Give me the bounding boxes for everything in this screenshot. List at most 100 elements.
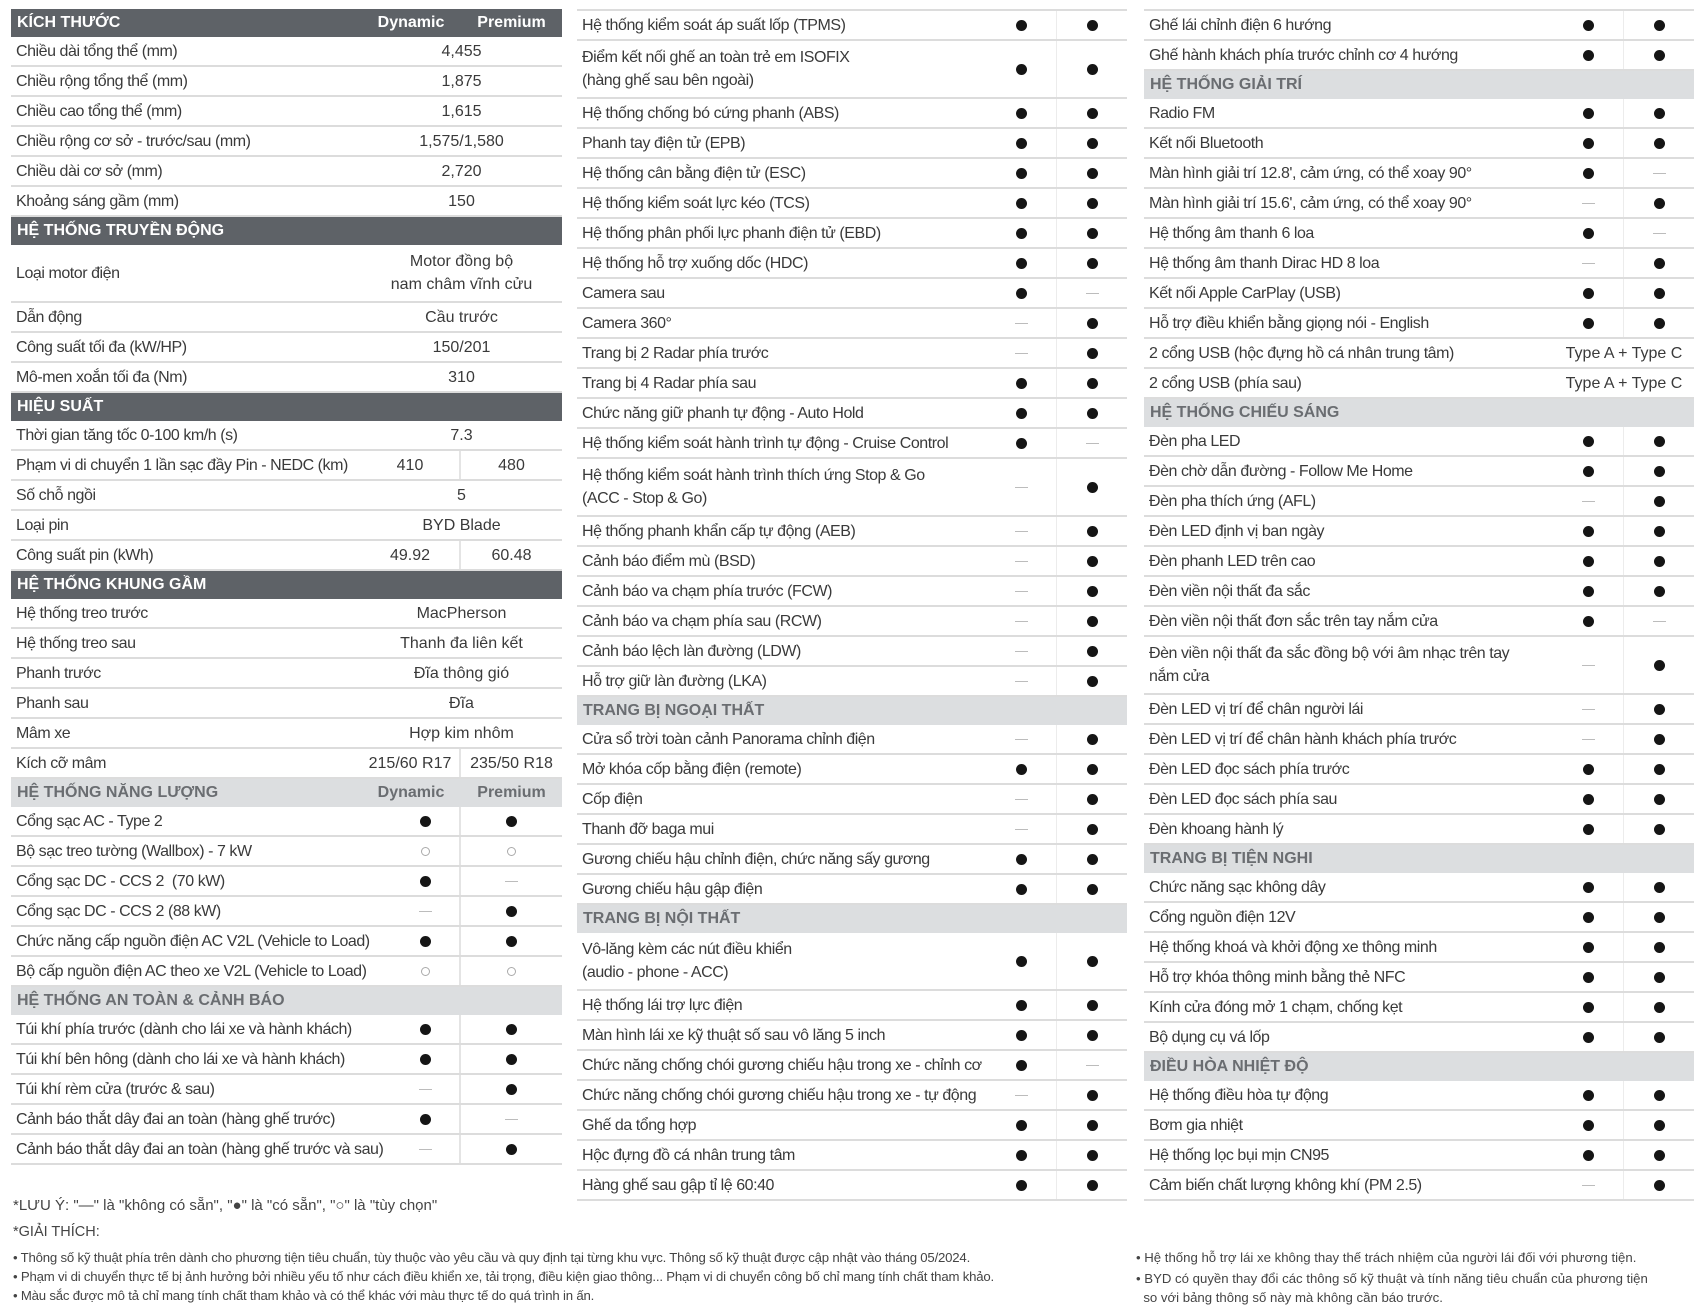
- spec-value-dynamic: [1554, 963, 1624, 991]
- filled-dot-icon: [1653, 465, 1665, 477]
- filled-dot-icon: [1086, 137, 1098, 149]
- spec-value-dynamic: [987, 637, 1057, 665]
- filled-dot-icon: [1653, 317, 1665, 329]
- filled-dot-icon: [1653, 137, 1665, 149]
- spec-value: 1,615: [441, 102, 482, 120]
- spec-value-premium: [1624, 963, 1694, 991]
- filled-dot-icon: [1086, 167, 1098, 179]
- spec-label: Khoảng sáng gầm (mm): [16, 192, 179, 210]
- filled-dot-icon: [1583, 49, 1594, 61]
- filled-dot-icon: [1653, 971, 1665, 983]
- spec-value-dynamic: [1554, 309, 1624, 337]
- section-title: TRANG BỊ NỘI THẤT: [583, 910, 741, 927]
- filled-dot-icon: [1653, 1119, 1665, 1131]
- spec-value-dynamic: [361, 1045, 461, 1073]
- filled-dot-icon: [506, 905, 517, 917]
- spec-row: Chiều cao tổng thể (mm) 1,615: [11, 97, 562, 127]
- filled-dot-icon: [1016, 287, 1027, 299]
- spec-label: Cảnh báo lệch làn đường (LDW): [582, 642, 801, 660]
- spec-row: Hệ thống treo trước MacPherson: [11, 599, 562, 629]
- spec-label: Hệ thống kiểm soát áp suất lốp (TPMS): [582, 16, 846, 34]
- spec-value-dynamic: [987, 129, 1057, 157]
- spec-row: Vô-lăng kèm các nút điều khiển (audio - …: [577, 933, 1127, 991]
- spec-value-dynamic: [1554, 219, 1624, 247]
- spec-row: Kích cỡ mâm 215/60 R17 235/50 R18: [11, 749, 562, 779]
- spec-value-premium: [1057, 309, 1127, 337]
- spec-row: Túi khí phía trước (dành cho lái xe và h…: [11, 1015, 562, 1045]
- spec-row: Chức năng giữ phanh tự động - Auto Hold: [577, 399, 1127, 429]
- spec-value-dynamic: [1554, 129, 1624, 157]
- spec-value-premium: [1624, 815, 1694, 843]
- filled-dot-icon: [1583, 525, 1594, 537]
- spec-value-dynamic: [1554, 249, 1624, 277]
- spec-value-dynamic: [987, 991, 1057, 1019]
- spec-label: Gương chiếu hậu gập điện: [582, 880, 763, 898]
- spec-value-dynamic: [1554, 815, 1624, 843]
- spec-value-premium: [1057, 129, 1127, 157]
- spec-label: Chiều dài tổng thể (mm): [16, 42, 178, 60]
- spec-value: 150/201: [432, 338, 491, 356]
- filled-dot-icon: [1086, 63, 1098, 75]
- spec-value-premium: [1624, 427, 1694, 455]
- filled-dot-icon: [1086, 525, 1098, 537]
- filled-dot-icon: [1086, 1029, 1098, 1041]
- spec-row: Cổng sạc DC - CCS 2 (70 kW): [11, 867, 562, 897]
- spec-value-premium: [1057, 547, 1127, 575]
- spec-value-premium: [1624, 487, 1694, 515]
- spec-value-premium: 60.48: [491, 546, 532, 564]
- spec-label: 2 cổng USB (phía sau): [1149, 374, 1302, 392]
- spec-value-premium: [1057, 1021, 1127, 1049]
- spec-value-premium: [1624, 725, 1694, 753]
- spec-value-premium: [1057, 1141, 1127, 1169]
- spec-label: Hỗ trợ giữ làn đường (LKA): [582, 672, 767, 690]
- spec-label: Hệ thống kiểm soát lực kéo (TCS): [582, 194, 810, 212]
- filled-dot-icon: [1653, 881, 1665, 893]
- filled-dot-icon: [1583, 435, 1594, 447]
- filled-dot-icon: [1086, 317, 1098, 329]
- dash-icon: [1652, 232, 1666, 234]
- spec-value-premium: [1624, 1023, 1694, 1051]
- spec-row: Đèn viền nội thất đa sắc: [1144, 577, 1694, 607]
- spec-label: Chiều dài cơ sở (mm): [16, 162, 163, 180]
- filled-dot-icon: [1016, 257, 1027, 269]
- spec-value-premium: [1057, 11, 1127, 39]
- spec-row: Bộ cấp nguồn điện AC theo xe V2L (Vehicl…: [11, 957, 562, 987]
- spec-label: Màn hình giải trí 15.6', cảm ứng, có thể…: [1149, 194, 1472, 212]
- filled-dot-icon: [1016, 1059, 1027, 1071]
- spec-label: Hệ thống cân bằng điện tử (ESC): [582, 164, 806, 182]
- spec-value-dynamic: [1554, 487, 1624, 515]
- filled-dot-icon: [420, 815, 431, 827]
- spec-label: Cảnh báo điểm mù (BSD): [582, 552, 756, 570]
- spec-value-premium: [1624, 547, 1694, 575]
- spec-value-premium: [1057, 991, 1127, 1019]
- spec-row: Thanh đỡ baga mui: [577, 815, 1127, 845]
- spec-value-dynamic: [987, 369, 1057, 397]
- dash-icon: [1582, 202, 1595, 204]
- spec-label: Hệ thống âm thanh 6 loa: [1149, 224, 1314, 242]
- filled-dot-icon: [1653, 1001, 1665, 1013]
- dash-icon: [1652, 620, 1666, 622]
- spec-value-dynamic: [1554, 547, 1624, 575]
- spec-row: Bộ sạc treo tường (Wallbox) - 7 kW: [11, 837, 562, 867]
- spec-row: Hệ thống âm thanh 6 loa: [1144, 219, 1694, 249]
- spec-label: Màn hình lái xe kỹ thuật số sau vô lăng …: [582, 1026, 886, 1044]
- spec-label: Đèn LED định vị ban ngày: [1149, 522, 1325, 540]
- filled-dot-icon: [1583, 1001, 1594, 1013]
- variant-header-premium: Premium: [477, 14, 546, 31]
- spec-value-dynamic: [1554, 933, 1624, 961]
- spec-value-premium: [1057, 399, 1127, 427]
- dash-icon: [1015, 322, 1028, 324]
- spec-row: Màn hình giải trí 15.6', cảm ứng, có thể…: [1144, 189, 1694, 219]
- spec-row: Hệ thống âm thanh Dirac HD 8 loa: [1144, 249, 1694, 279]
- spec-label: Đèn phanh LED trên cao: [1149, 552, 1316, 570]
- filled-dot-icon: [506, 1083, 517, 1095]
- spec-label: Ghế da tổng hợp: [582, 1116, 697, 1134]
- note-right-2: • BYD có quyền thay đổi các thông số kỹ …: [1136, 1271, 1648, 1305]
- spec-value: 310: [448, 368, 475, 386]
- spec-row: Hệ thống kiểm soát hành trình thích ứng …: [577, 459, 1127, 517]
- spec-row: Gương chiếu hậu gập điện: [577, 875, 1127, 905]
- spec-value: BYD Blade: [422, 516, 501, 534]
- spec-value-dynamic: [361, 957, 461, 985]
- spec-value-dynamic: [361, 1105, 461, 1133]
- section-header: KÍCH THƯỚC Dynamic Premium: [11, 9, 562, 37]
